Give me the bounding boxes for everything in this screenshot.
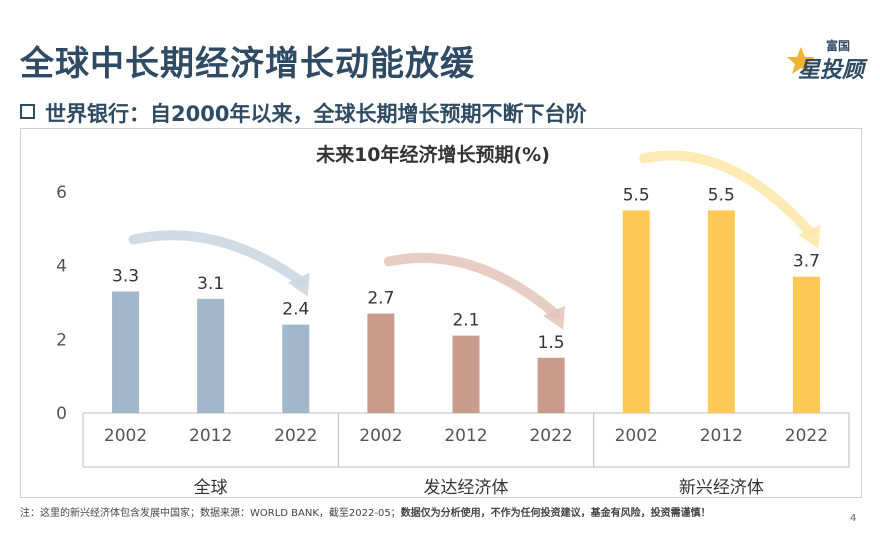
bar xyxy=(112,291,140,413)
bar xyxy=(197,298,225,413)
trend-arrowhead-icon xyxy=(287,272,310,297)
logo-top-text: 富国 xyxy=(826,39,851,53)
y-tick-label: 4 xyxy=(56,257,67,277)
bar xyxy=(282,324,310,413)
data-label: 2.4 xyxy=(282,300,309,320)
data-label: 3.3 xyxy=(112,266,139,286)
chart-frame: 未来10年经济增长预期(%) 0 2 4 6 3.3 2002 3.1 2012 2.4 2022… xyxy=(20,128,862,498)
y-tick-label: 2 xyxy=(56,330,67,350)
data-label: 2.1 xyxy=(452,311,479,331)
x-tick-label: 2022 xyxy=(785,426,828,446)
group-label: 新兴经济体 xyxy=(679,478,764,497)
footnote-bold: 数据仅为分析使用，不作为任何投资建议，基金有风险，投资需谨慎！ xyxy=(400,508,711,519)
data-label: 3.1 xyxy=(197,274,224,294)
x-tick-label: 2012 xyxy=(444,426,487,446)
x-tick-label: 2002 xyxy=(615,426,658,446)
star-icon xyxy=(787,47,815,74)
page-number: 4 xyxy=(850,513,857,524)
x-tick-label: 2012 xyxy=(189,426,232,446)
x-tick-label: 2002 xyxy=(359,426,402,446)
x-tick-label: 2012 xyxy=(700,426,743,446)
page-title: 全球中长期经济增长动能放缓 xyxy=(20,44,475,84)
trend-arrow xyxy=(639,150,816,238)
bar xyxy=(367,313,395,413)
data-label: 2.7 xyxy=(367,289,394,309)
trend-arrow xyxy=(383,252,561,319)
x-tick-label: 2022 xyxy=(274,426,317,446)
bar xyxy=(537,357,565,413)
footnote: 注：这里的新兴经济体包含发展中国家；数据来源：WORLD BANK，截至2022… xyxy=(20,504,711,519)
chart-title: 未来10年经济增长预期(%) xyxy=(315,143,550,166)
trend-arrowhead-icon xyxy=(798,224,821,249)
y-tick-label: 0 xyxy=(56,404,67,424)
group-label: 发达经济体 xyxy=(424,478,509,497)
brand-logo: 富国 星投顾 xyxy=(786,34,870,83)
bar xyxy=(622,210,650,413)
bullet-square-icon xyxy=(20,104,35,119)
x-tick-label: 2002 xyxy=(104,426,147,446)
bar xyxy=(707,210,735,413)
y-tick-label: 6 xyxy=(56,183,67,203)
group-label: 全球 xyxy=(194,478,228,497)
data-label: 5.5 xyxy=(623,185,650,205)
trend-arrow xyxy=(128,230,305,286)
x-tick-label: 2022 xyxy=(529,426,572,446)
trend-arrowhead-icon xyxy=(543,305,566,330)
data-label: 1.5 xyxy=(538,333,565,353)
bar xyxy=(792,276,820,413)
subtitle-text: 世界银行：自2000年以来，全球长期增长预期不断下台阶 xyxy=(45,102,587,126)
data-label: 3.7 xyxy=(793,252,820,272)
footnote-plain: 注：这里的新兴经济体包含发展中国家；数据来源：WORLD BANK，截至2022… xyxy=(20,508,401,519)
logo-main-text: 星投顾 xyxy=(798,58,865,83)
bar-chart: 未来10年经济增长预期(%) 0 2 4 6 3.3 2002 3.1 2012 2.4 2022… xyxy=(56,143,850,497)
data-label: 5.5 xyxy=(708,185,735,205)
subtitle: 世界银行：自2000年以来，全球长期增长预期不断下台阶 xyxy=(20,98,586,128)
bar xyxy=(452,335,480,413)
